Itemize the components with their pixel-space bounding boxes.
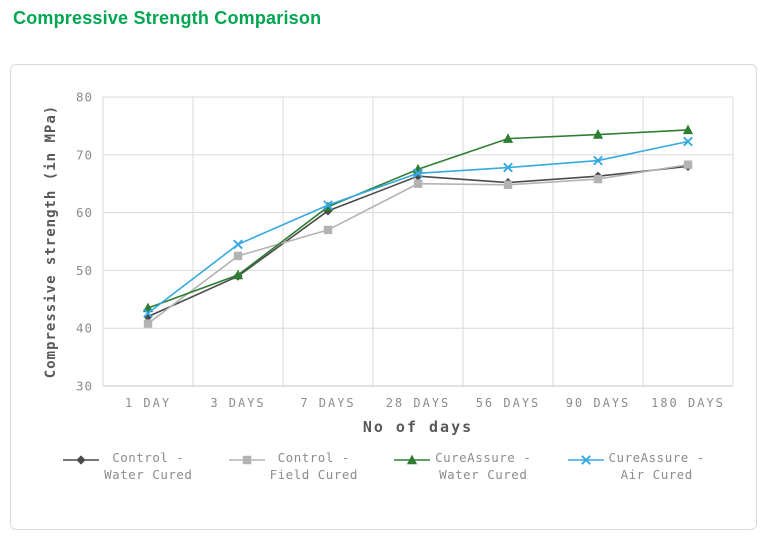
y-tick-label: 30 <box>75 379 92 394</box>
y-tick-label: 60 <box>75 205 92 220</box>
series-line <box>147 129 688 309</box>
data-point-marker <box>76 455 86 465</box>
y-tick-label: 50 <box>75 263 92 278</box>
x-axis-label: No of days <box>362 418 472 436</box>
data-point-marker <box>412 168 423 179</box>
y-tick-label: 70 <box>75 147 92 162</box>
series-line <box>147 165 688 318</box>
x-tick-label: 56 DAYS <box>475 396 540 410</box>
chart-card: 30 40 50 60 70 80 1 DAY 3 DAYS 7 DAYS 28 DAYS 56 D… <box>10 64 757 530</box>
data-point-marker <box>502 133 513 143</box>
triangle-legend-marker-icon <box>394 454 431 465</box>
data-point-marker <box>593 174 602 184</box>
chart-legend: Control - Water Cured Control - Field Cured… <box>27 450 740 484</box>
data-point-marker <box>580 455 591 465</box>
data-point-marker <box>143 319 152 328</box>
x-tick-label: 7 DAYS <box>300 396 355 410</box>
square-legend-marker-icon <box>228 455 265 465</box>
x-tick-label: 3 DAYS <box>210 396 265 410</box>
y-tick-label: 80 <box>75 90 92 105</box>
legend-item: CureAssure - Water Cured <box>393 450 531 484</box>
diamond-legend-marker-icon <box>63 455 100 465</box>
x-tick-label: 180 DAYS <box>651 396 725 410</box>
series-cureassure-water-cured <box>142 124 693 313</box>
x-legend-marker-icon <box>567 455 604 465</box>
data-point-marker <box>142 308 153 319</box>
data-point-marker <box>592 129 603 139</box>
data-point-marker <box>592 155 603 166</box>
data-point-marker <box>322 200 333 210</box>
legend-label: CureAssure - Air Cured <box>608 450 705 482</box>
x-tick-label: 28 DAYS <box>385 396 450 410</box>
data-point-marker <box>406 454 418 465</box>
data-point-marker <box>232 269 243 280</box>
series-cureassure-air-cured <box>142 136 693 319</box>
legend-item: Control - Field Cured <box>228 450 358 484</box>
legend-item: CureAssure - Air Cured <box>567 450 705 484</box>
x-tick-label: 90 DAYS <box>565 396 630 410</box>
compressive-strength-chart: 30 40 50 60 70 80 1 DAY 3 DAYS 7 DAYS 28 DAYS 56 D… <box>43 90 733 436</box>
series-line <box>147 163 688 325</box>
data-point-marker <box>232 239 243 250</box>
legend-label: CureAssure - Water Cured <box>435 450 532 482</box>
legend-label: Control - Water Cured <box>104 450 193 482</box>
data-point-marker <box>683 160 692 169</box>
legend-item: Control - Water Cured <box>62 450 192 484</box>
data-point-marker <box>682 136 693 147</box>
data-point-marker <box>242 455 251 465</box>
data-point-marker <box>233 251 242 261</box>
data-point-marker <box>682 124 693 135</box>
data-point-marker <box>323 225 332 235</box>
data-point-marker <box>503 180 512 190</box>
page-title: Compressive Strength Comparison <box>13 8 322 28</box>
legend-label: Control - Field Cured <box>269 450 358 482</box>
y-tick-label: 40 <box>75 321 92 336</box>
gridlines <box>102 96 733 387</box>
y-axis-label: Compressive strength (in MPa) <box>43 105 59 378</box>
data-point-marker <box>502 162 513 173</box>
data-point-marker <box>413 179 422 188</box>
series-control-field-cured <box>143 160 692 328</box>
x-tick-label: 1 DAY <box>124 396 170 410</box>
